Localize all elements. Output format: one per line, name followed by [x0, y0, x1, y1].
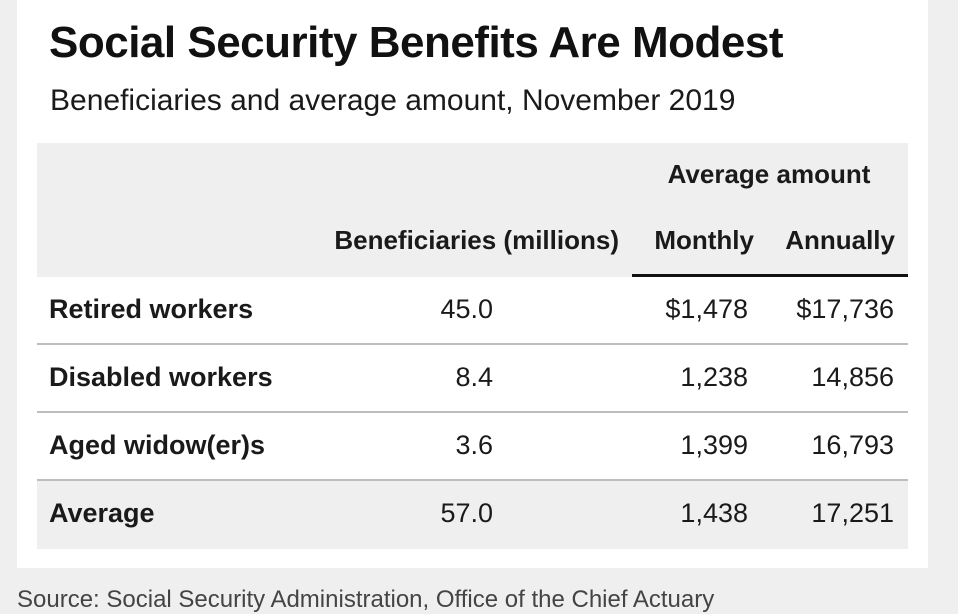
row-label: Retired workers [49, 294, 254, 324]
source-note: Source: Social Security Administration, … [17, 586, 715, 613]
table-row-average: Average 57.0 1,438 17,251 [37, 481, 908, 549]
table-row: Aged widow(er)s 3.6 1,399 16,793 [37, 413, 908, 481]
beneficiaries-cell: 45.0 [440, 294, 493, 324]
annually-column-header: Annually [785, 225, 895, 255]
header-divider [632, 274, 908, 277]
annually-cell: 16,793 [811, 430, 894, 460]
average-amount-header: Average amount [667, 159, 871, 189]
table-row: Retired workers 45.0 $1,478 $17,736 [37, 277, 908, 345]
beneficiaries-column-header: Beneficiaries (millions) [334, 225, 619, 255]
table-card: Social Security Benefits Are Modest Bene… [17, 0, 928, 568]
row-label: Average [49, 498, 155, 528]
benefits-table: Average amount Beneficiaries (millions) … [37, 143, 908, 549]
page-title: Social Security Benefits Are Modest [49, 18, 783, 67]
beneficiaries-cell: 3.6 [455, 430, 493, 460]
table-header: Average amount Beneficiaries (millions) … [37, 143, 908, 277]
monthly-cell: 1,238 [680, 362, 748, 392]
monthly-cell: 1,438 [680, 498, 748, 528]
row-label: Aged widow(er)s [49, 430, 266, 460]
monthly-cell: $1,478 [665, 294, 748, 324]
beneficiaries-cell: 57.0 [440, 498, 493, 528]
row-label: Disabled workers [49, 362, 273, 392]
monthly-cell: 1,399 [680, 430, 748, 460]
monthly-column-header: Monthly [654, 225, 754, 255]
page-subtitle: Beneficiaries and average amount, Novemb… [50, 84, 736, 117]
annually-cell: 14,856 [811, 362, 894, 392]
table-row: Disabled workers 8.4 1,238 14,856 [37, 345, 908, 413]
beneficiaries-cell: 8.4 [455, 362, 493, 392]
annually-cell: $17,736 [796, 294, 894, 324]
annually-cell: 17,251 [811, 498, 894, 528]
